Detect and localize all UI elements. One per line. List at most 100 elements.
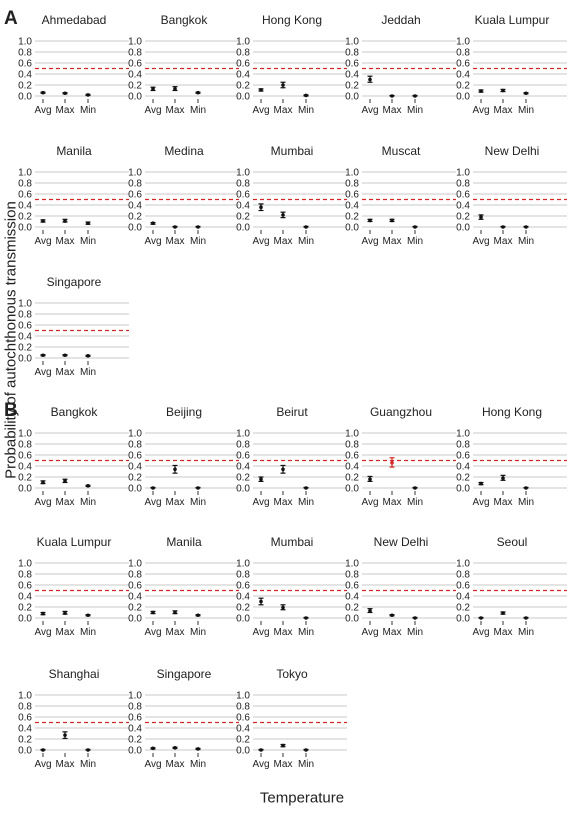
y-tick-label: 0.8	[18, 570, 32, 581]
y-tick-label: 0.6	[128, 451, 142, 462]
x-tick-label: Min	[518, 497, 534, 508]
y-tick-label: 0.4	[128, 592, 142, 603]
y-tick-label: 0.4	[236, 724, 250, 735]
x-tick-label: Min	[298, 627, 314, 638]
data-point	[63, 91, 67, 96]
x-tick-label: Avg	[252, 105, 269, 116]
facet-title: Jeddah	[381, 13, 420, 27]
x-tick-label: Avg	[34, 497, 51, 508]
y-tick-label: 1.0	[345, 168, 359, 179]
y-tick-label: 0.6	[236, 451, 250, 462]
y-tick-label: 0.4	[345, 201, 359, 212]
x-axis-label: Temperature	[259, 789, 345, 807]
x-tick-label: Avg	[144, 236, 161, 247]
y-tick-label: 0.8	[128, 702, 142, 713]
facet-title: Mumbai	[271, 535, 314, 549]
x-tick-label: Avg	[472, 105, 489, 116]
y-tick-label: 0.4	[18, 724, 32, 735]
y-tick-label: 1.0	[128, 168, 142, 179]
y-tick-label: 0.2	[236, 473, 250, 484]
panel-label: A	[4, 8, 18, 29]
y-tick-label: 0.6	[18, 190, 32, 201]
y-tick-label: 1.0	[456, 37, 470, 48]
y-tick-label: 0.0	[128, 223, 142, 234]
y-tick-label: 0.0	[345, 92, 359, 103]
y-tick-label: 0.2	[128, 81, 142, 92]
data-point	[281, 467, 285, 472]
x-tick-label: Avg	[34, 627, 51, 638]
y-tick-label: 0.8	[345, 440, 359, 451]
y-tick-label: 1.0	[128, 429, 142, 440]
y-tick-label: 0.4	[128, 201, 142, 212]
data-point	[63, 733, 67, 737]
y-tick-label: 0.8	[236, 48, 250, 59]
y-tick-label: 1.0	[18, 559, 32, 570]
data-point	[151, 610, 155, 615]
data-point	[259, 88, 263, 92]
y-tick-label: 0.0	[236, 484, 250, 495]
y-tick-label: 1.0	[236, 691, 250, 702]
x-tick-label: Avg	[144, 759, 161, 770]
y-tick-label: 0.2	[18, 473, 32, 484]
y-tick-label: 0.2	[456, 81, 470, 92]
x-tick-label: Avg	[144, 627, 161, 638]
y-tick-label: 0.2	[236, 603, 250, 614]
x-tick-label: Max	[56, 497, 75, 508]
facet-title: Bangkok	[161, 13, 209, 27]
data-point	[479, 481, 483, 486]
y-tick-label: 0.2	[236, 212, 250, 223]
data-point	[413, 94, 417, 98]
y-tick-label: 0.0	[456, 223, 470, 234]
data-point	[86, 354, 90, 358]
x-tick-label: Max	[494, 497, 513, 508]
facet-title: Seoul	[497, 535, 528, 549]
y-tick-label: 0.0	[236, 746, 250, 757]
y-tick-label: 1.0	[236, 168, 250, 179]
x-tick-label: Max	[274, 627, 293, 638]
x-tick-label: Avg	[472, 627, 489, 638]
x-tick-label: Min	[80, 236, 96, 247]
y-tick-label: 0.8	[128, 570, 142, 581]
y-tick-label: 0.0	[345, 484, 359, 495]
y-tick-label: 0.8	[456, 179, 470, 190]
y-tick-label: 0.6	[345, 59, 359, 70]
data-point	[173, 225, 177, 229]
facet-title: Kuala Lumpur	[475, 13, 550, 27]
y-tick-label: 0.4	[18, 592, 32, 603]
data-point	[151, 486, 155, 490]
x-tick-label: Avg	[34, 759, 51, 770]
y-tick-label: 0.8	[236, 702, 250, 713]
data-point	[368, 609, 372, 613]
y-tick-label: 0.0	[345, 223, 359, 234]
y-tick-label: 0.4	[236, 201, 250, 212]
x-tick-label: Min	[190, 236, 206, 247]
x-tick-label: Min	[80, 497, 96, 508]
y-tick-label: 0.4	[345, 592, 359, 603]
x-tick-label: Max	[56, 367, 75, 378]
x-tick-label: Max	[383, 105, 402, 116]
x-tick-label: Max	[383, 236, 402, 247]
y-tick-label: 0.2	[345, 212, 359, 223]
data-point	[86, 93, 90, 97]
facet-title: Tokyo	[276, 667, 308, 681]
y-tick-label: 0.0	[128, 484, 142, 495]
x-tick-label: Avg	[361, 627, 378, 638]
y-tick-label: 0.6	[236, 190, 250, 201]
y-tick-label: 0.0	[345, 614, 359, 625]
y-tick-label: 1.0	[18, 168, 32, 179]
data-point	[259, 599, 263, 604]
data-point	[63, 219, 67, 223]
y-tick-label: 1.0	[128, 691, 142, 702]
x-tick-label: Min	[80, 627, 96, 638]
y-tick-label: 0.2	[345, 603, 359, 614]
data-point	[173, 610, 177, 615]
data-point	[281, 213, 285, 217]
data-point	[368, 477, 372, 482]
x-tick-label: Avg	[361, 497, 378, 508]
data-point	[173, 467, 177, 472]
x-tick-label: Max	[56, 236, 75, 247]
data-point	[524, 486, 528, 490]
data-point	[41, 353, 45, 358]
y-tick-label: 0.4	[128, 724, 142, 735]
